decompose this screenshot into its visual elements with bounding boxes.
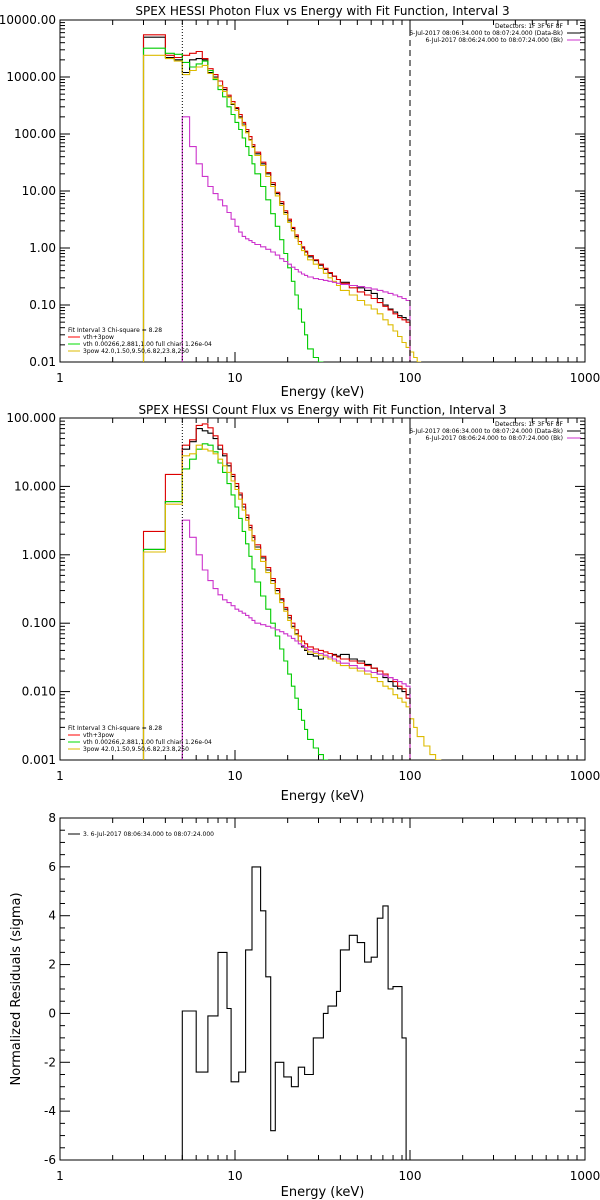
photon-ytick-label: 0.01	[29, 355, 56, 369]
photon-legend-entry: 3pow 42.0,1.50,9.50,6.82,23.8,250	[83, 348, 189, 355]
residuals-chart: 1 10 100 1000 -6 -4 -2 0 2 4 6 8 Energy (keV) Normali…	[9, 811, 600, 1200]
photon-legend-entry: vth 0.00266,2.881,1.00 full chian 1.26e-…	[83, 341, 212, 348]
residuals-xtick-label: 10	[227, 1169, 242, 1183]
count-legend-entry: vth+3pow	[83, 732, 114, 739]
count-plot-frame	[59, 417, 586, 761]
count-xtick-label: 10	[227, 769, 242, 783]
photon-xtick-label: 1000	[570, 371, 600, 385]
photon-xlabel: Energy (keV)	[281, 385, 365, 400]
count-series-group	[142, 423, 447, 760]
residuals-ylabel: Normalized Residuals (sigma)	[9, 892, 24, 1085]
count-series-data-bk	[142, 428, 411, 760]
photon-xtick-label: 1	[56, 371, 64, 385]
photon-series-vth-3pow	[142, 34, 411, 362]
photon-ytick-label: 100.00	[14, 127, 56, 141]
count-legend-entry: 3pow 42.0,1.50,9.50,6.82,23.8,250	[83, 746, 189, 753]
count-ytick-label: 0.100	[22, 616, 56, 630]
count-xtick-label: 1	[56, 769, 64, 783]
residuals-xtick-label: 1000	[570, 1169, 600, 1183]
photon-plot-frame	[59, 19, 586, 363]
photon-info-line: Detectors: 1F 3F 6F 8F	[495, 23, 564, 30]
count-xlabel: Energy (keV)	[281, 789, 365, 804]
residuals-ytick-label: 2	[48, 958, 56, 972]
photon-info-line: 6-Jul-2017 08:06:24.000 to 08:07:24.000 …	[425, 37, 563, 44]
count-series-vth-3pow	[142, 423, 411, 760]
photon-info-line: 6-Jul-2017 08:06:34.000 to 08:07:24.000 …	[409, 30, 563, 37]
count-xtick-label: 1000	[570, 769, 600, 783]
photon-ytick-label: 0.10	[29, 298, 56, 312]
count-xtick-label: 100	[399, 769, 422, 783]
count-chart: SPEX HESSI Count Flux vs Energy with Fit…	[6, 403, 600, 804]
count-series-bk	[181, 519, 411, 760]
count-legend-entry: vth 0.00266,2.881,1.00 full chian 1.26e-…	[83, 739, 212, 746]
count-ytick-label: 100.000	[6, 411, 56, 425]
residuals-ytick-label: -4	[44, 1104, 56, 1118]
count-info-line: 6-Jul-2017 08:06:24.000 to 08:07:24.000 …	[425, 435, 563, 442]
photon-chart: SPEX HESSI Photon Flux vs Energy with Fi…	[0, 4, 600, 400]
residuals-plot-frame	[59, 817, 586, 1161]
photon-xtick-label: 10	[227, 371, 242, 385]
residuals-series-3-6-jul-2017-08-06-34-000-to-08-07-24-000	[181, 866, 410, 1160]
residuals-ytick-label: 6	[48, 860, 56, 874]
residuals-ytick-label: -6	[44, 1153, 56, 1167]
count-series-3pow	[142, 444, 447, 760]
residuals-xtick-label: 100	[399, 1169, 422, 1183]
photon-legend-entry: Fit Interval 3 Chi-square = 8.28	[68, 327, 162, 334]
residuals-series-group	[181, 866, 410, 1160]
count-ytick-label: 0.001	[22, 753, 56, 767]
count-info-line: Detectors: 1F 3F 6F 8F	[495, 421, 564, 428]
residuals-ytick-label: 8	[48, 811, 56, 825]
photon-legend-entry: vth+3pow	[83, 334, 114, 341]
count-ytick-label: 0.010	[22, 685, 56, 699]
residuals-ytick-label: 0	[48, 1006, 56, 1020]
count-ytick-label: 1.000	[22, 548, 56, 562]
photon-xtick-label: 100	[399, 371, 422, 385]
photon-series-group	[142, 34, 425, 362]
residuals-ytick-label: 4	[48, 909, 56, 923]
photon-ytick-label: 10.00	[22, 184, 56, 198]
count-series-vth	[142, 443, 328, 760]
residuals-xlabel: Energy (keV)	[281, 1185, 365, 1200]
residuals-ytick-label: -2	[44, 1055, 56, 1069]
count-title: SPEX HESSI Count Flux vs Energy with Fit…	[138, 403, 506, 417]
photon-series-data-bk	[142, 36, 411, 362]
photon-ytick-label: 1000.00	[6, 70, 56, 84]
count-legend-entry: Fit Interval 3 Chi-square = 8.28	[68, 725, 162, 732]
photon-title: SPEX HESSI Photon Flux vs Energy with Fi…	[135, 4, 509, 18]
photon-series-3pow	[142, 54, 425, 362]
photon-ytick-label: 1.00	[29, 241, 56, 255]
count-info-line: 6-Jul-2017 08:06:34.000 to 08:07:24.000 …	[409, 428, 563, 435]
residuals-xtick-label: 1	[56, 1169, 64, 1183]
photon-series-bk	[181, 116, 411, 362]
count-ytick-label: 10.000	[14, 479, 56, 493]
photon-series-vth	[142, 47, 324, 362]
photon-ytick-label: 10000.00	[0, 13, 56, 27]
residuals-legend-entry: 3. 6-Jul-2017 08:06:34.000 to 08:07:24.0…	[83, 831, 214, 838]
